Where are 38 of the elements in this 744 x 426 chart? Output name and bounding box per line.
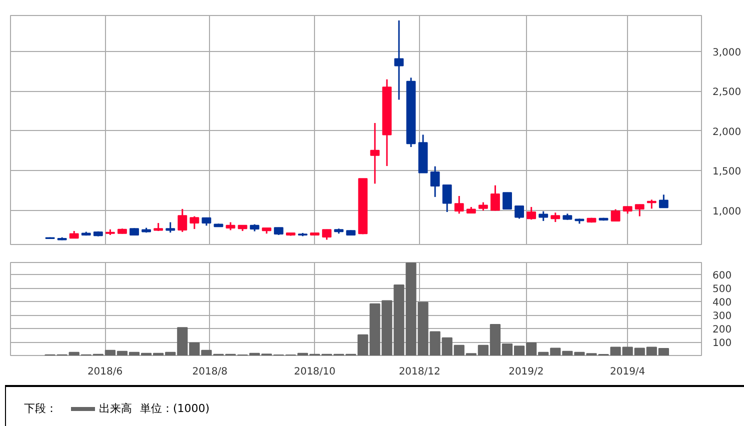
candlestick: [550, 212, 560, 223]
candlestick: [166, 221, 176, 234]
x-tick-label: 2019/4: [610, 366, 646, 378]
y-tick-label: 300: [712, 311, 732, 322]
y-tick-label: 600: [712, 270, 732, 282]
candlestick: [322, 228, 332, 240]
y-tick-label: 200: [712, 324, 732, 336]
y-tick-label: 2,500: [712, 87, 742, 98]
candlestick: [370, 122, 380, 184]
x-tick-label: 2018/12: [398, 366, 440, 378]
legend-title: 下段：: [24, 402, 57, 415]
legend-label: 出来高: [99, 402, 132, 415]
candlestick: [658, 194, 668, 209]
candlestick: [490, 184, 500, 212]
y-tick-label: 100: [712, 338, 732, 350]
y-tick-label: 500: [712, 284, 732, 296]
candlestick: [634, 204, 644, 218]
x-tick-label: 2018/10: [294, 366, 336, 378]
candlestick: [430, 166, 440, 198]
x-tick-label: 2018/8: [192, 366, 228, 378]
y-tick-label: 400: [712, 298, 732, 309]
text: 単位：(1000): [140, 402, 210, 415]
candlestick: [454, 195, 464, 214]
x-tick-label: 2018/6: [87, 366, 123, 378]
y-tick-label: 1,500: [712, 166, 742, 178]
candlestick: [502, 192, 512, 210]
candlestick: [610, 208, 620, 222]
y-tick-label: 3,000: [712, 47, 742, 58]
candlestick: [526, 206, 536, 220]
y-tick-label: 1,000: [712, 206, 742, 218]
x-tick-label: 2019/2: [508, 366, 544, 378]
candlestick: [394, 20, 404, 100]
candlestick: [538, 210, 548, 222]
y-tick-label: 2,000: [712, 126, 742, 138]
candlestick: [514, 204, 524, 220]
candlestick: [190, 216, 200, 230]
candlestick: [178, 208, 188, 233]
candlestick: [442, 184, 452, 213]
